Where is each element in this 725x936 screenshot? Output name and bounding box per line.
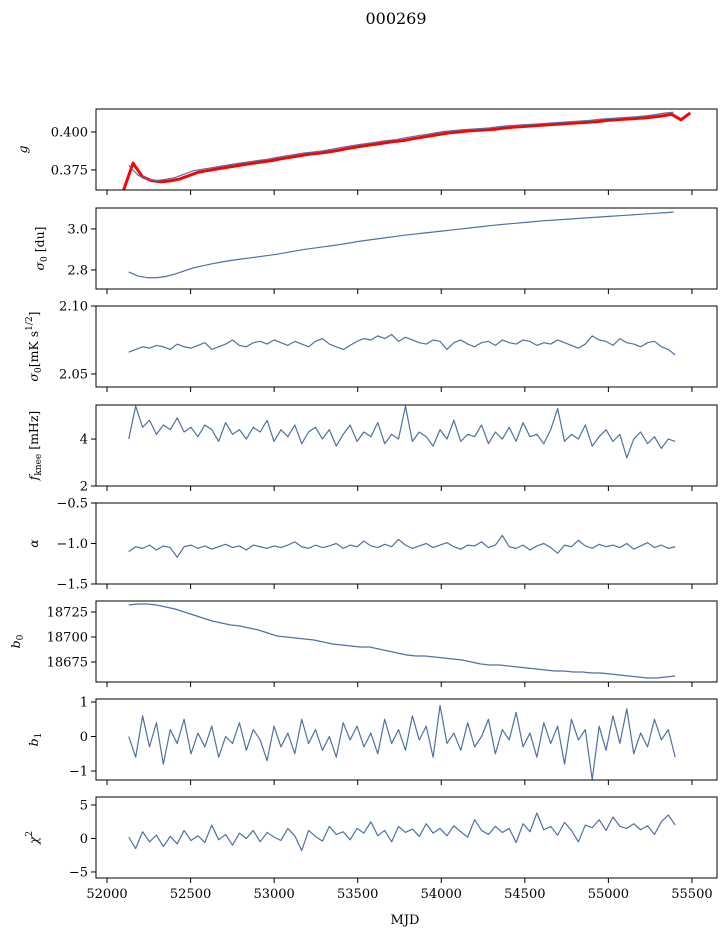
axes-frame	[95, 207, 718, 290]
series-line-sigma0-mK	[128, 333, 676, 356]
y-label-main: σ	[26, 373, 41, 382]
y-label-rest: [mK s	[26, 331, 41, 367]
y-tick-label: 0	[80, 832, 88, 847]
y-tick-label: 0.400	[51, 125, 88, 140]
y-label-sub: 1	[34, 733, 44, 739]
y-tick-label: 18675	[47, 656, 88, 671]
axes-frame	[95, 502, 718, 585]
y-tick-label: −1.0	[56, 537, 88, 552]
y-label-sup: 1/2	[25, 316, 35, 330]
y-tick-label: 2.10	[59, 300, 88, 315]
figure-title: 000269	[365, 9, 426, 28]
x-tick-label: 54000	[421, 887, 462, 902]
y-label-rest2: ]	[26, 311, 41, 316]
x-tick-label: 53000	[253, 887, 294, 902]
y-tick-label: 4	[80, 433, 88, 448]
y-label-main: b	[8, 640, 23, 648]
x-tick-label: 52000	[86, 887, 127, 902]
series-line-g-model	[122, 111, 692, 190]
panel-alpha: −1.5 −1.0 −0.5 α	[26, 497, 718, 593]
y-label-sup: 2	[25, 831, 35, 837]
axes-frame	[95, 108, 718, 191]
y-tick-label: 2	[80, 480, 88, 495]
y-axis-label: σ0 [du]	[32, 226, 50, 270]
panel-chi2: 52000 52500 53000 53500 54000 54500 55000 55500…	[25, 796, 718, 902]
series-line-b1	[128, 704, 676, 780]
y-axis-label: χ2	[25, 831, 41, 845]
axes-frame	[95, 305, 718, 388]
y-axis-label: b1	[26, 733, 44, 747]
x-axis-label: MJD	[391, 913, 420, 928]
y-tick-label: 1	[80, 696, 88, 711]
y-label-main: b	[26, 738, 41, 746]
panel-g: 0.375 0.400 g	[15, 108, 718, 195]
y-axis-label: α	[26, 539, 41, 548]
y-label-sub: 0	[40, 256, 50, 262]
x-tick-label: 54500	[504, 887, 545, 902]
y-label-sub: 0	[16, 634, 26, 640]
y-label-main: χ	[26, 835, 41, 845]
y-label-main: α	[26, 539, 41, 548]
y-tick-label: 0	[80, 730, 88, 745]
panel-fknee: 2 4 fknee [mHz]	[26, 404, 718, 495]
y-label-main: f	[26, 473, 41, 481]
y-tick-label: −5	[69, 865, 88, 880]
y-tick-label: −1.5	[56, 578, 88, 593]
y-axis-label: b0	[8, 634, 26, 648]
y-tick-label: 5	[80, 798, 88, 813]
y-tick-label: 18700	[47, 631, 88, 646]
series-line-fknee	[128, 405, 676, 459]
x-tick-label: 55500	[671, 887, 712, 902]
series-line-chi2	[128, 812, 676, 852]
axes-frame	[95, 600, 718, 683]
y-axis-label: σ0[mK s1/2]	[25, 311, 44, 381]
panel-sigma0-mk: 2.05 2.10 σ0[mK s1/2]	[25, 300, 718, 392]
y-label-sub: knee	[34, 454, 44, 476]
y-tick-label: 18725	[47, 606, 88, 621]
y-label-sub: 0	[34, 367, 44, 373]
y-tick-label: −1	[69, 765, 88, 780]
axes-frame	[95, 698, 718, 781]
y-label-rest: [du]	[32, 226, 47, 256]
series-line-alpha	[128, 534, 676, 558]
y-tick-label: 3.0	[67, 222, 88, 237]
y-label-main: g	[15, 145, 30, 153]
panel-sigma0-du: 2.8 3.0 σ0 [du]	[32, 207, 718, 294]
y-tick-label: 2.05	[59, 367, 88, 382]
series-line-sigma0-du	[128, 211, 674, 279]
y-label-rest: [mHz]	[26, 411, 41, 454]
x-tick-label: 53500	[337, 887, 378, 902]
y-tick-label: 0.375	[51, 163, 88, 178]
panel-b0: 18675 18700 18725 b0	[8, 600, 718, 687]
x-tick-label: 55000	[588, 887, 629, 902]
y-axis-label: fknee [mHz]	[26, 411, 44, 482]
y-label-main: σ	[32, 262, 47, 271]
axes-frame	[95, 404, 718, 487]
y-tick-label: −0.5	[56, 497, 88, 512]
x-tick-label: 52500	[170, 887, 211, 902]
y-axis-label: g	[15, 145, 30, 153]
axes-frame	[95, 796, 718, 879]
series-line-b0	[128, 603, 676, 679]
y-tick-label: 2.8	[67, 263, 88, 278]
series-line-g	[128, 111, 674, 182]
